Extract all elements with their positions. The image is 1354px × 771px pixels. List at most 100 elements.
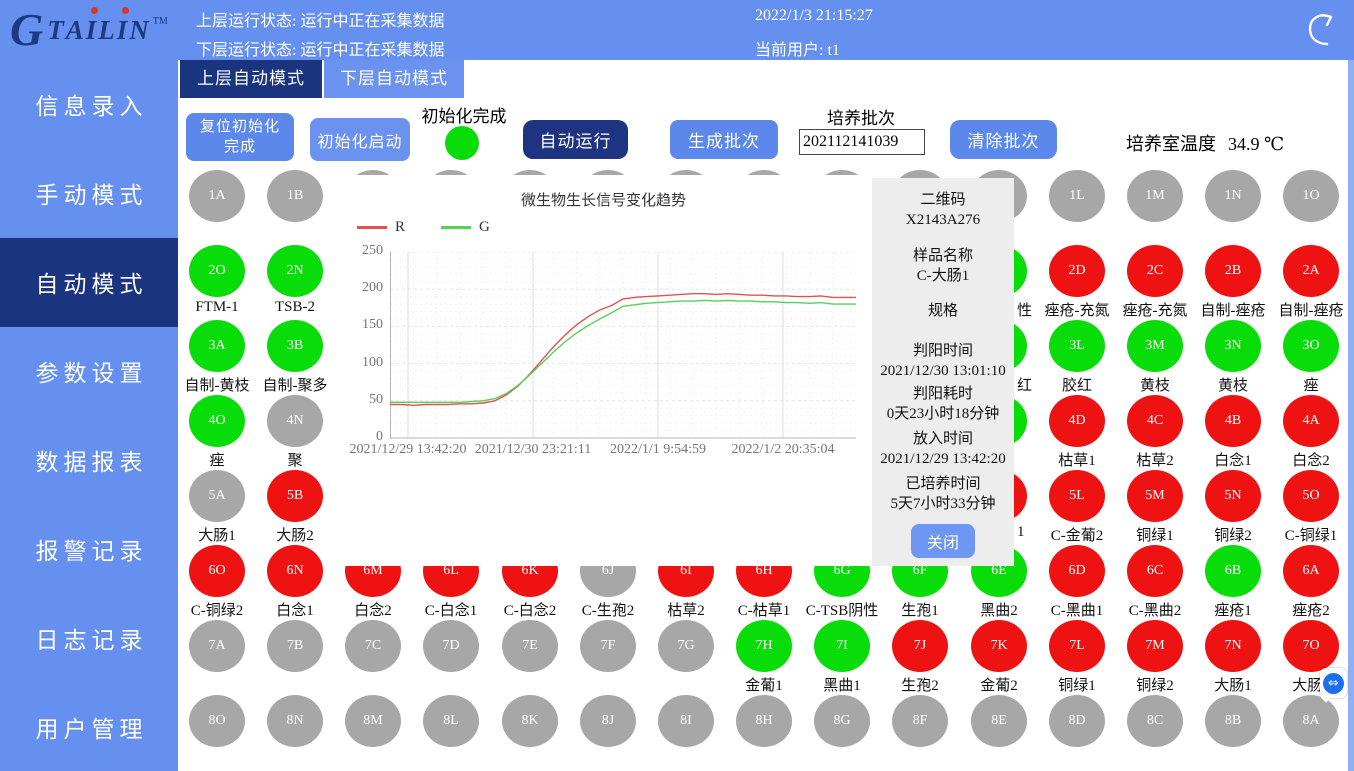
well-7F[interactable]: 7F <box>580 620 636 672</box>
sidebar-item-5[interactable]: 数据报表 <box>35 449 148 475</box>
sidebar-item-7[interactable]: 日志记录 <box>35 627 148 653</box>
well-4B[interactable]: 4B <box>1205 395 1261 447</box>
well-2N[interactable]: 2N <box>267 245 323 297</box>
well-7H[interactable]: 7H <box>736 620 792 672</box>
well-8D[interactable]: 8D <box>1049 695 1105 747</box>
well-7G[interactable]: 7G <box>658 620 714 672</box>
well-1L[interactable]: 1L <box>1049 170 1105 222</box>
well-7C[interactable]: 7C <box>345 620 401 672</box>
logo-trademark: TM <box>152 15 168 27</box>
well-7J[interactable]: 7J <box>892 620 948 672</box>
well-8A[interactable]: 8A <box>1283 695 1339 747</box>
well-7O[interactable]: 7O <box>1283 620 1339 672</box>
well-2D[interactable]: 2D <box>1049 245 1105 297</box>
well-7D[interactable]: 7D <box>423 620 479 672</box>
well-3M[interactable]: 3M <box>1127 320 1183 372</box>
tab-1[interactable]: 上层自动模式 <box>180 60 322 98</box>
back-undo-icon[interactable] <box>1298 8 1342 52</box>
well-1B[interactable]: 1B <box>267 170 323 222</box>
well-7M[interactable]: 7M <box>1127 620 1183 672</box>
well-1M[interactable]: 1M <box>1127 170 1183 222</box>
well-1A[interactable]: 1A <box>189 170 245 222</box>
well-8K[interactable]: 8K <box>502 695 558 747</box>
well-5N[interactable]: 5N <box>1205 470 1261 522</box>
well-5M[interactable]: 5M <box>1127 470 1183 522</box>
well-label-5K: 1 <box>1017 524 1025 540</box>
well-3A[interactable]: 3A <box>189 320 245 372</box>
well-4N[interactable]: 4N <box>267 395 323 447</box>
sidebar-item-6[interactable]: 报警记录 <box>35 538 148 564</box>
well-label-2A: 自制-痤疮 <box>1278 303 1344 319</box>
well-4O[interactable]: 4O <box>189 395 245 447</box>
sidebar-item-3[interactable]: 自动模式 <box>0 237 178 327</box>
well-2A[interactable]: 2A <box>1283 245 1339 297</box>
well-2O[interactable]: 2O <box>189 245 245 297</box>
well-4A[interactable]: 4A <box>1283 395 1339 447</box>
well-label-3B: 自制-聚多 <box>262 378 328 394</box>
well-2C[interactable]: 2C <box>1127 245 1183 297</box>
tab-2[interactable]: 下层自动模式 <box>324 60 464 98</box>
well-8N[interactable]: 8N <box>267 695 323 747</box>
sidebar: 信息录入手动模式自动模式参数设置数据报表报警记录日志记录用户管理 <box>0 60 178 771</box>
well-7I[interactable]: 7I <box>814 620 870 672</box>
well-6A[interactable]: 6A <box>1283 545 1339 597</box>
remote-support-icon[interactable]: ⇔ <box>1320 668 1347 703</box>
well-5L[interactable]: 5L <box>1049 470 1105 522</box>
well-4D[interactable]: 4D <box>1049 395 1105 447</box>
well-8C[interactable]: 8C <box>1127 695 1183 747</box>
y-tick-label: 100 <box>362 354 383 370</box>
well-6N[interactable]: 6N <box>267 545 323 597</box>
well-8M[interactable]: 8M <box>345 695 401 747</box>
well-7N[interactable]: 7N <box>1205 620 1261 672</box>
well-8J[interactable]: 8J <box>580 695 636 747</box>
well-8O[interactable]: 8O <box>189 695 245 747</box>
well-5A[interactable]: 5A <box>189 470 245 522</box>
well-label-6C: C-黑曲2 <box>1128 603 1182 619</box>
well-6B[interactable]: 6B <box>1205 545 1261 597</box>
well-7K[interactable]: 7K <box>971 620 1027 672</box>
init-start-button[interactable]: 初始化启动 <box>310 118 410 161</box>
well-7B[interactable]: 7B <box>267 620 323 672</box>
well-8L[interactable]: 8L <box>423 695 479 747</box>
generate-batch-button[interactable]: 生成批次 <box>670 120 778 159</box>
well-1N[interactable]: 1N <box>1205 170 1261 222</box>
well-7E[interactable]: 7E <box>502 620 558 672</box>
well-3N[interactable]: 3N <box>1205 320 1261 372</box>
series-G <box>390 299 856 404</box>
well-8F[interactable]: 8F <box>892 695 948 747</box>
well-7L[interactable]: 7L <box>1049 620 1105 672</box>
well-8B[interactable]: 8B <box>1205 695 1261 747</box>
well-3O[interactable]: 3O <box>1283 320 1339 372</box>
close-button[interactable]: 关闭 <box>911 524 975 558</box>
clear-batch-button[interactable]: 清除批次 <box>950 120 1057 159</box>
sample-field-value: 0天23小时18分钟 <box>886 406 1000 422</box>
sidebar-item-1[interactable]: 信息录入 <box>35 94 148 120</box>
well-8H[interactable]: 8H <box>736 695 792 747</box>
well-3L[interactable]: 3L <box>1049 320 1105 372</box>
well-4C[interactable]: 4C <box>1127 395 1183 447</box>
well-8I[interactable]: 8I <box>658 695 714 747</box>
well-7A[interactable]: 7A <box>189 620 245 672</box>
reset-init-button[interactable]: 复位初始化完成 <box>186 113 294 161</box>
sidebar-item-8[interactable]: 用户管理 <box>35 716 148 742</box>
sample-field-label: 二维码 <box>920 192 966 208</box>
well-6O[interactable]: 6O <box>189 545 245 597</box>
well-6C[interactable]: 6C <box>1127 545 1183 597</box>
well-2B[interactable]: 2B <box>1205 245 1261 297</box>
auto-run-button[interactable]: 自动运行 <box>523 120 628 159</box>
well-8E[interactable]: 8E <box>971 695 1027 747</box>
well-5O[interactable]: 5O <box>1283 470 1339 522</box>
well-label-6A: 痤疮2 <box>1292 603 1330 619</box>
sample-field-value: 2021/12/29 13:42:20 <box>880 451 1006 467</box>
batch-input[interactable] <box>799 129 925 155</box>
well-label-3K: 红 <box>1017 378 1033 394</box>
well-5B[interactable]: 5B <box>267 470 323 522</box>
well-3B[interactable]: 3B <box>267 320 323 372</box>
well-6D[interactable]: 6D <box>1049 545 1105 597</box>
sidebar-item-2[interactable]: 手动模式 <box>35 183 148 209</box>
well-8G[interactable]: 8G <box>814 695 870 747</box>
well-1O[interactable]: 1O <box>1283 170 1339 222</box>
sidebar-item-4[interactable]: 参数设置 <box>35 361 148 387</box>
well-label-7H: 金葡1 <box>745 678 783 694</box>
